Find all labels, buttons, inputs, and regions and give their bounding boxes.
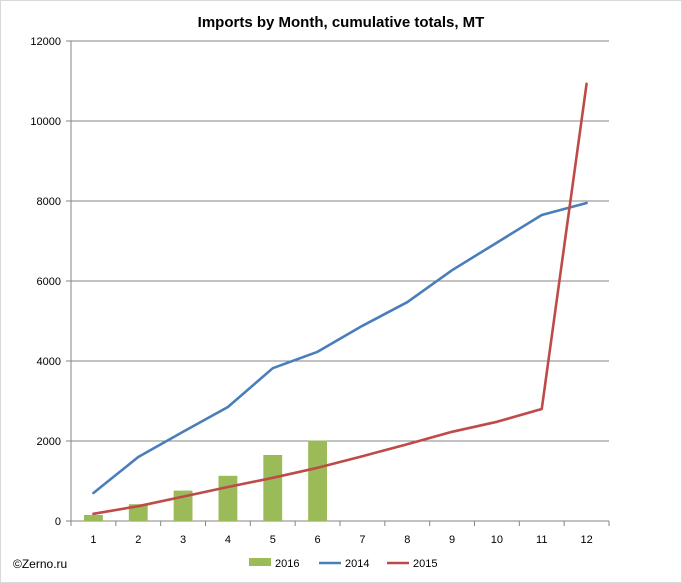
line-2014 [92,201,588,495]
y-tick-label: 6000 [37,276,61,288]
x-tick-label: 12 [580,534,592,546]
legend: 2016 2014 2015 [249,558,437,570]
chart-title: Imports by Month, cumulative totals, MT [198,14,485,31]
x-tick-label: 4 [225,534,231,546]
y-tick-label: 0 [55,516,61,528]
x-tick-label: 2 [135,534,141,546]
legend-label-2014: 2014 [345,558,369,570]
y-tick-label: 4000 [37,356,61,368]
gridlines [71,40,609,442]
x-tick-label: 9 [449,534,455,546]
bar-2016 [84,515,103,521]
source-credit: ©Zerno.ru [13,557,67,571]
legend-label-2016: 2016 [275,558,299,570]
x-tick-label: 3 [180,534,186,546]
x-tick-label: 11 [536,534,547,546]
y-tick-label: 10000 [30,116,61,128]
x-tick-label: 5 [270,534,276,546]
x-tick-label: 8 [404,534,410,546]
bar-2016 [308,440,327,521]
bar-2016 [128,504,148,521]
x-tick-label: 6 [315,534,321,546]
x-tick-label: 7 [359,534,365,546]
line-2015 [92,82,588,516]
bar-2016 [218,475,238,521]
y-tick-label: 8000 [37,196,61,208]
x-tick-label: 1 [90,534,96,546]
bar-2016 [263,455,283,521]
y-tick-label: 2000 [37,436,61,448]
x-tick-label: 10 [491,534,503,546]
line-series [92,82,588,516]
legend-swatch-2016 [249,558,271,566]
legend-label-2015: 2015 [413,558,437,570]
y-tick-label: 12000 [30,36,61,48]
